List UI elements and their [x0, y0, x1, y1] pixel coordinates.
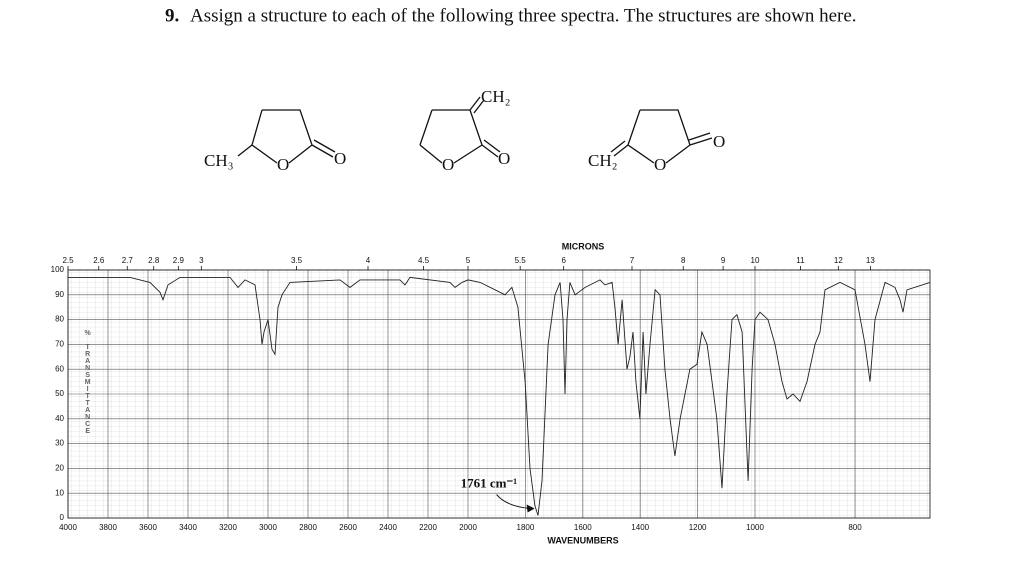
x2-tick-label: 8 — [681, 256, 686, 265]
x-tick-label: 1000 — [746, 523, 764, 532]
x2-tick-label: 9 — [721, 256, 726, 265]
x2-axis-label: MICRONS — [562, 241, 605, 251]
x2-tick-label: 3 — [199, 256, 204, 265]
x-tick-label: 1600 — [574, 523, 592, 532]
spectrum-line — [68, 276, 931, 516]
x2-tick-label: 2.6 — [93, 256, 105, 265]
x2-tick-label: 7 — [630, 256, 635, 265]
y-tick-label: 90 — [55, 290, 64, 299]
x2-tick-label: 6 — [561, 256, 566, 265]
x2-tick-label: 2.8 — [148, 256, 160, 265]
x-axis-label: WAVENUMBERS — [547, 535, 618, 545]
label: CH₂ — [481, 87, 511, 106]
x-tick-label: 2400 — [379, 523, 397, 532]
label: CH₃ — [204, 151, 234, 170]
x-tick-label: 1200 — [689, 523, 707, 532]
x2-tick-label: 4.5 — [418, 256, 430, 265]
frame — [67, 269, 931, 519]
y-tick-label: 50 — [55, 389, 64, 398]
x-tick-label: 800 — [848, 523, 862, 532]
y-tick-label: 60 — [55, 364, 64, 373]
label: O — [654, 155, 666, 174]
structure-3: CH₂ O O — [588, 109, 725, 174]
x2-tick-label: 13 — [866, 256, 875, 265]
x-tick-label: 2800 — [299, 523, 317, 532]
x-tick-label: 3000 — [259, 523, 277, 532]
x-tick-label: 2000 — [459, 523, 477, 532]
x2-tick-label: 5.5 — [515, 256, 527, 265]
question-number: 9. — [165, 5, 179, 26]
y-axis-label: % TRANSMITTANCE — [83, 330, 91, 435]
x-tick-label: 2600 — [339, 523, 357, 532]
label: O — [498, 149, 510, 168]
y-tick-label: 40 — [55, 414, 64, 423]
label: O — [442, 155, 454, 174]
x2-tick-label: 5 — [466, 256, 471, 265]
x2-tick-label: 2.9 — [173, 256, 185, 265]
y-tick-label: 20 — [55, 464, 64, 473]
annotation-arrow — [496, 494, 531, 510]
structure-1: CH₃ O O — [204, 109, 346, 174]
x-tick-label: 1400 — [631, 523, 649, 532]
y-tick-label: 100 — [51, 265, 65, 274]
x-tick-label: 4000 — [59, 523, 77, 532]
y-tick-label: 80 — [55, 315, 64, 324]
x2-tick-label: 11 — [796, 256, 805, 265]
x-tick-label: 2200 — [419, 523, 437, 532]
label: O — [277, 155, 289, 174]
label: O — [334, 149, 346, 168]
x2-tick-label: 2.5 — [62, 256, 74, 265]
x2-tick-label: 10 — [751, 256, 760, 265]
label: O — [713, 132, 725, 151]
x-tick-label: 3200 — [219, 523, 237, 532]
y-tick-label: 0 — [60, 513, 65, 522]
x2-tick-label: 3.5 — [291, 256, 303, 265]
structure-2: CH₂ O O — [419, 87, 511, 174]
x2-tick-label: 4 — [366, 256, 371, 265]
x-tick-label: 1800 — [517, 523, 535, 532]
y-tick-label: 30 — [55, 439, 64, 448]
arrow-head — [526, 504, 535, 513]
x-tick-label: 3400 — [179, 523, 197, 532]
x2-tick-label: 2.7 — [122, 256, 134, 265]
x-tick-label: 3800 — [99, 523, 117, 532]
annotation: 1761 cm⁻¹ — [461, 476, 518, 491]
question-text: Assign a structure to each of the follow… — [190, 5, 857, 26]
y-tick-label: 70 — [55, 340, 64, 349]
x2-tick-label: 12 — [834, 256, 843, 265]
y-tick-label: 10 — [55, 488, 64, 497]
x-tick-label: 3600 — [139, 523, 157, 532]
label: CH₂ — [588, 151, 618, 170]
